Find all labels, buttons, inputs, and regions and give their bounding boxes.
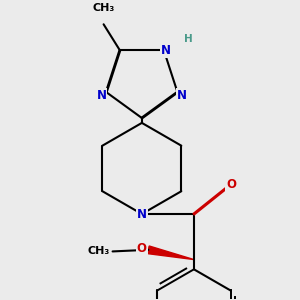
- Text: N: N: [137, 208, 147, 220]
- Text: O: O: [137, 242, 147, 255]
- Text: CH₃: CH₃: [87, 246, 109, 256]
- Text: N: N: [160, 44, 170, 57]
- Text: CH₃: CH₃: [92, 3, 115, 13]
- Text: H: H: [184, 34, 193, 44]
- Text: N: N: [177, 89, 187, 102]
- Text: N: N: [96, 89, 106, 102]
- Text: O: O: [226, 178, 236, 191]
- Polygon shape: [148, 246, 194, 260]
